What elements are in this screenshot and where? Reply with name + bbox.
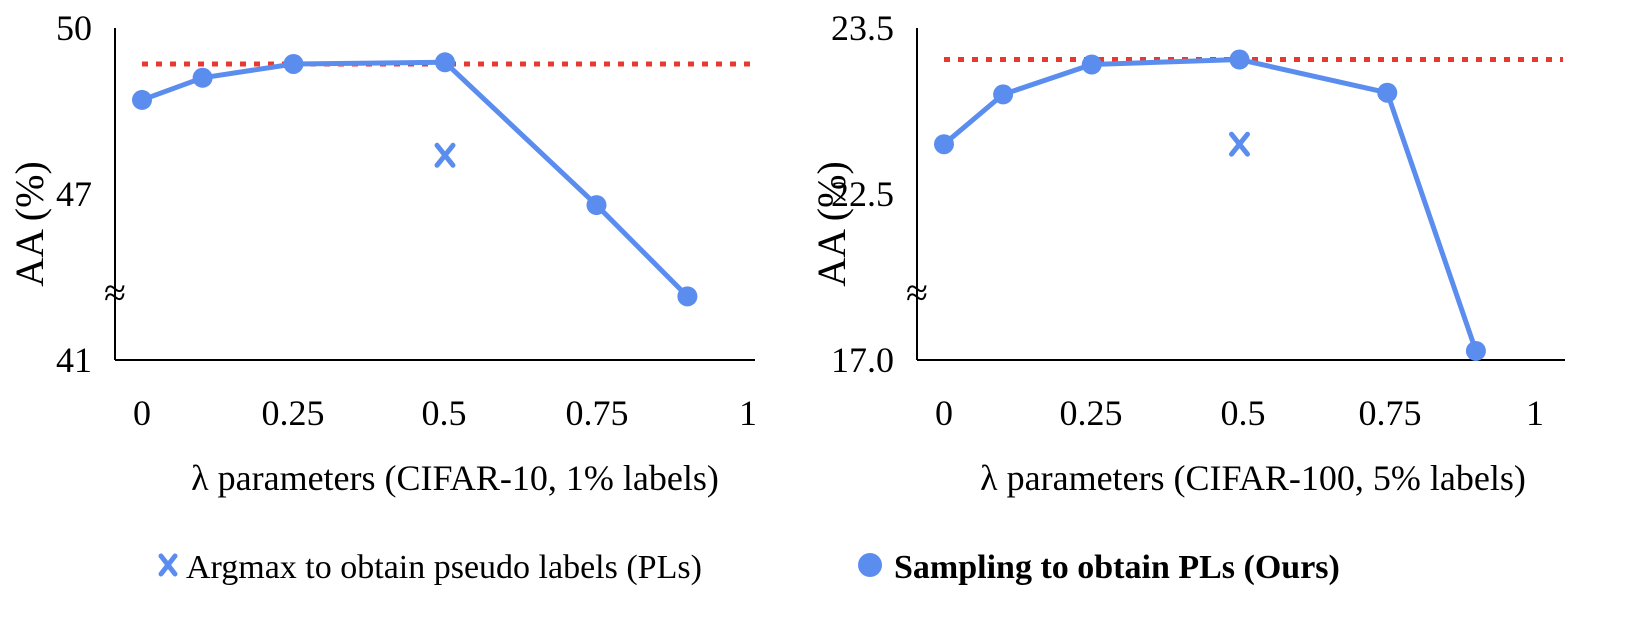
series-line bbox=[141, 59, 690, 299]
chart-panel-2: 23.5 22.5 17.0 ≈0 0.25 0.5 0.75 1λ parameters (… bbox=[809, 8, 1565, 498]
data-point bbox=[283, 53, 304, 74]
y-axis-title: AA (%) bbox=[809, 161, 854, 287]
data-point bbox=[435, 52, 455, 73]
series-line bbox=[942, 57, 1479, 352]
legend-sampling-label: Sampling to obtain PLs (Ours) bbox=[894, 549, 1340, 586]
data-point bbox=[1465, 340, 1486, 361]
argmax-point bbox=[434, 142, 456, 168]
data-point bbox=[192, 67, 213, 88]
x-tick-label: 0.75 bbox=[566, 393, 629, 433]
data-point bbox=[586, 195, 607, 216]
legend: Argmax to obtain pseudo labels (PLs) Sam… bbox=[158, 549, 1340, 586]
data-point bbox=[132, 89, 152, 110]
legend-argmax-label: Argmax to obtain pseudo labels (PLs) bbox=[186, 549, 702, 586]
x-tick-label: 0.25 bbox=[1060, 393, 1123, 433]
argmax-point bbox=[1229, 131, 1250, 157]
x-tick-label: 0.25 bbox=[262, 393, 325, 433]
axis-break-icon: ≈ bbox=[906, 270, 928, 315]
data-point bbox=[677, 286, 698, 307]
chart-panel-1: 50 47 41 ≈0 0.25 0.5 0.75 1 λ parameters (CIFAR-… bbox=[7, 8, 757, 498]
x-tick-label: 1 bbox=[739, 393, 757, 433]
data-point bbox=[934, 134, 954, 155]
x-axis-title: λ parameters (CIFAR-10, 1% labels) bbox=[191, 458, 719, 498]
x-tick-label: 1 bbox=[1526, 393, 1544, 433]
y-tick-label: 41 bbox=[56, 340, 92, 380]
y-tick-label: 17.0 bbox=[831, 340, 894, 380]
data-point bbox=[1377, 82, 1398, 103]
x-tick-label: 0 bbox=[935, 393, 953, 433]
y-tick-label: 23.5 bbox=[831, 8, 894, 48]
data-point bbox=[1229, 49, 1250, 70]
x-tick-label: 0.5 bbox=[422, 393, 467, 433]
x-axis-title: λ parameters (CIFAR-100, 5% labels) bbox=[980, 458, 1526, 498]
legend-argmax-marker-icon bbox=[158, 553, 178, 577]
x-tick-label: 0 bbox=[133, 393, 151, 433]
data-point bbox=[993, 84, 1014, 105]
x-tick-label: 0.75 bbox=[1359, 393, 1422, 433]
y-tick-label: 50 bbox=[56, 8, 92, 48]
data-point bbox=[1081, 54, 1102, 75]
y-tick-label: 22.5 bbox=[831, 174, 894, 214]
axis-break-icon: ≈ bbox=[104, 270, 126, 315]
y-axis-title: AA (%) bbox=[7, 161, 52, 287]
x-tick-label: 0.5 bbox=[1221, 393, 1266, 433]
legend-sampling-marker-icon bbox=[858, 553, 882, 577]
y-tick-label: 47 bbox=[56, 174, 92, 214]
